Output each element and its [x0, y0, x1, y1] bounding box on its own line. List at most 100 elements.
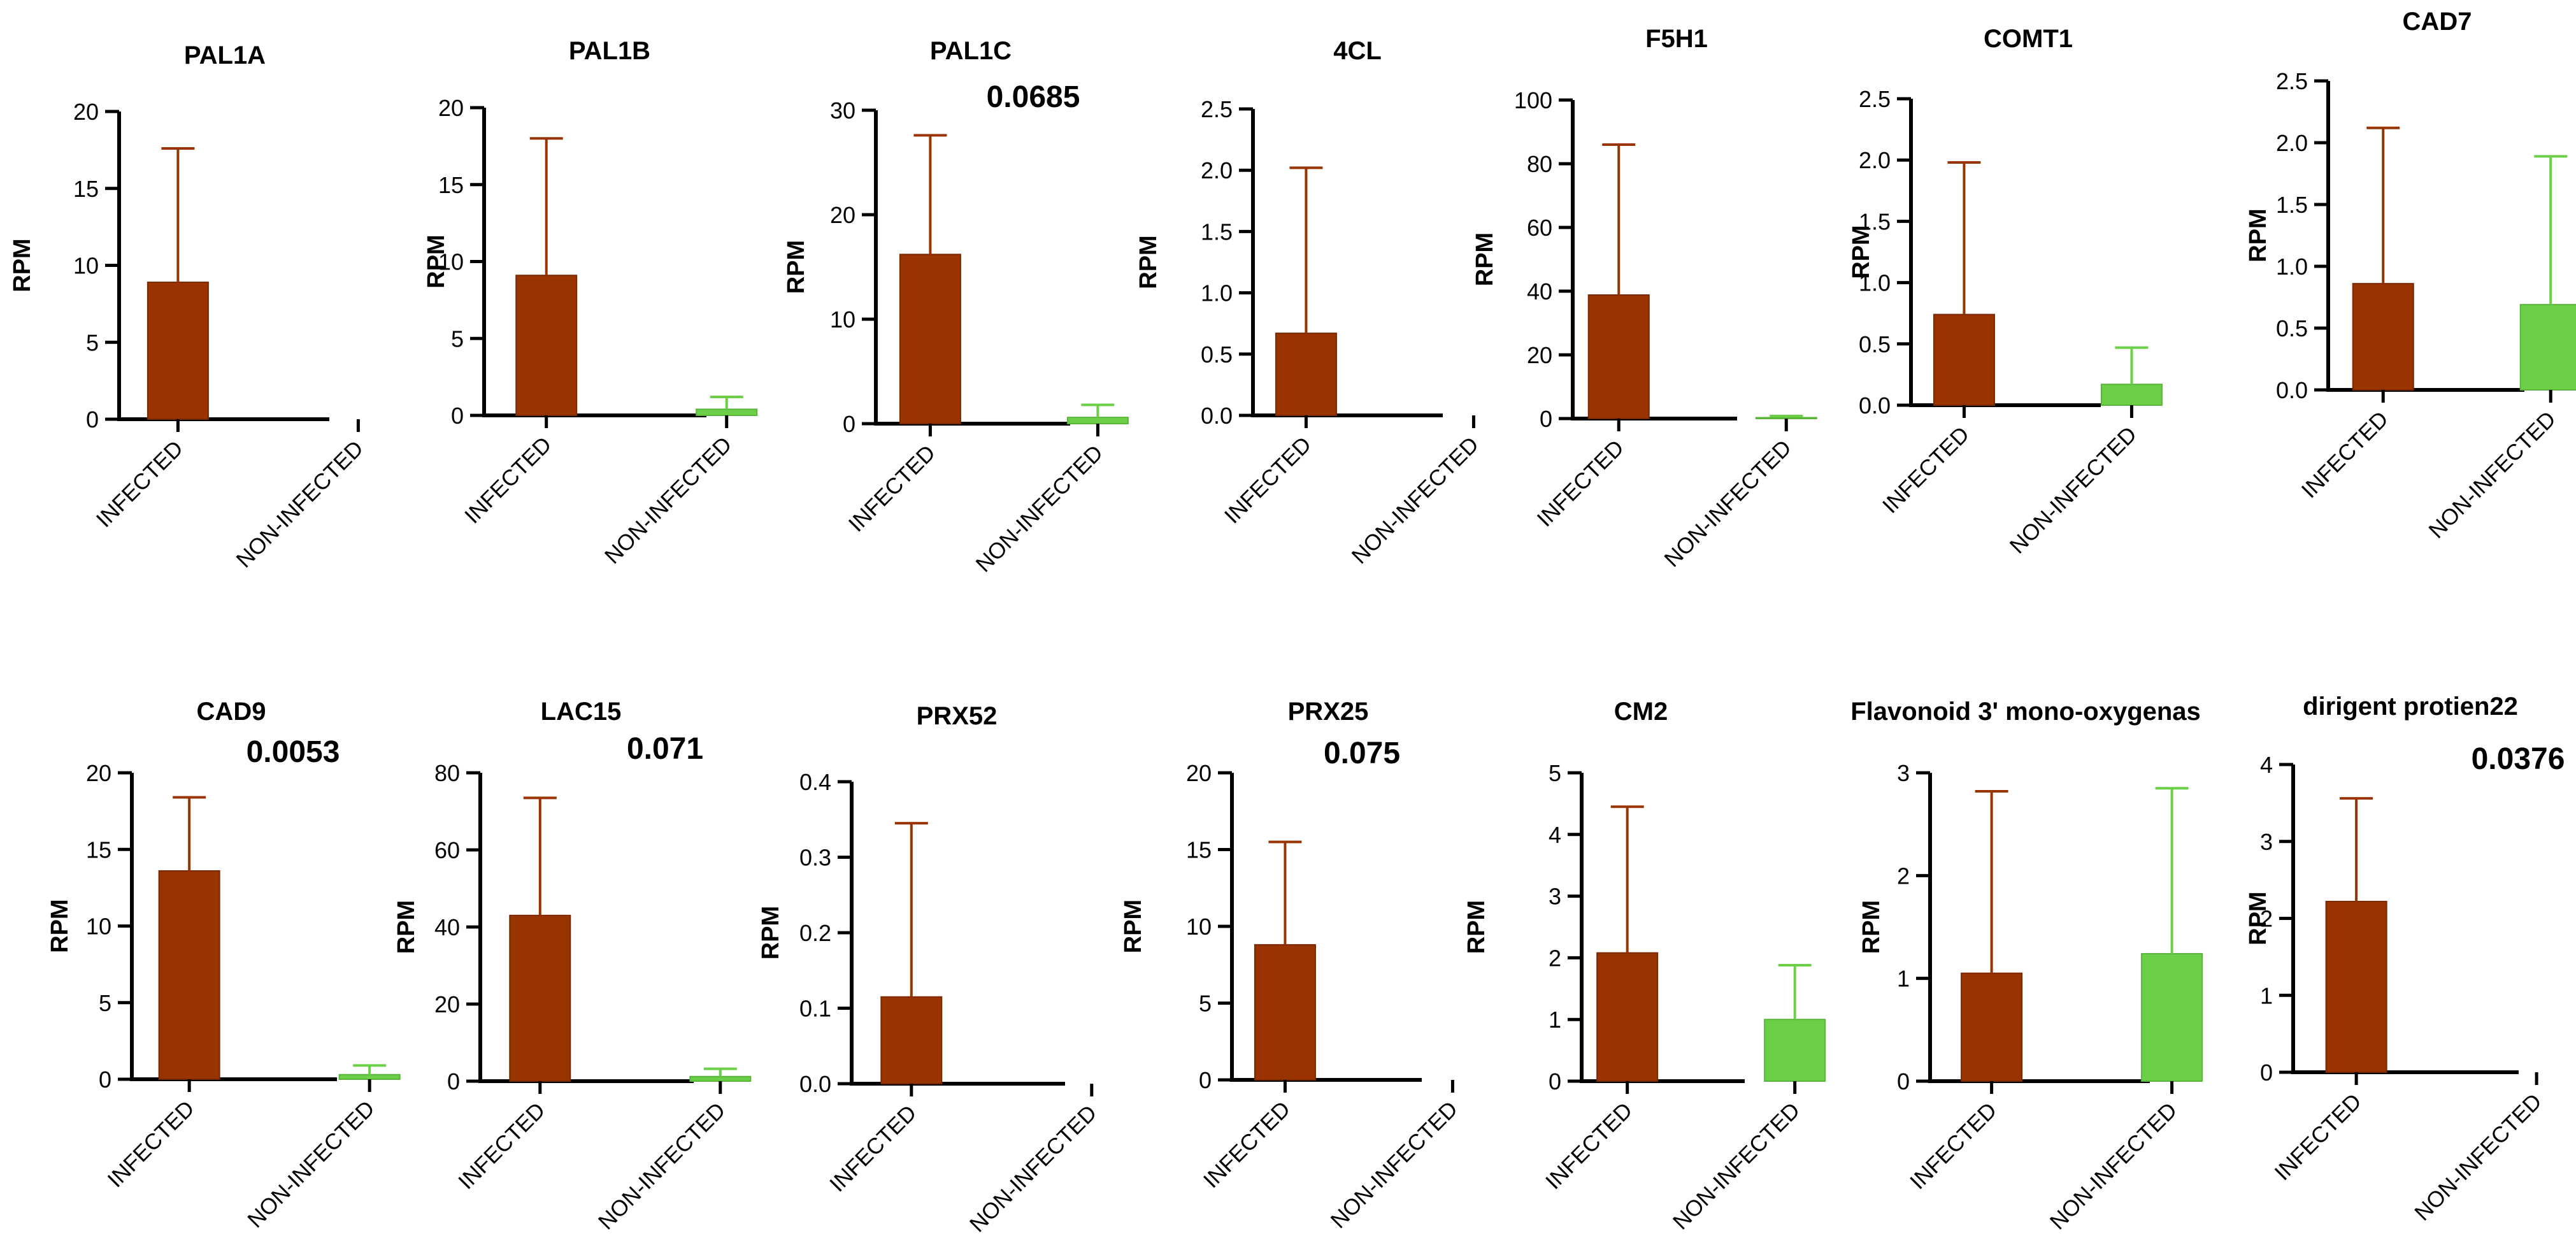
- bar-infected: [515, 275, 578, 416]
- y-tick-label: 0: [1549, 1068, 1561, 1095]
- y-tick-label: 1: [2260, 982, 2273, 1009]
- bar-infected: [147, 282, 209, 420]
- y-axis-label: RPM: [423, 234, 450, 288]
- y-tick-label: 2.0: [1859, 147, 1891, 173]
- y-tick-label: 20: [438, 95, 464, 121]
- y-tick-label: 0: [86, 406, 99, 433]
- y-axis-label: RPM: [1848, 225, 1875, 278]
- chart-panel: CAD9 0.0053 RPM 0 5 10 15 20 INFECTED NON-INFECTE…: [47, 698, 401, 1233]
- y-tick-label: 1.5: [1859, 208, 1891, 234]
- y-tick-label: 1.0: [1201, 280, 1233, 306]
- y-tick-label: 0.5: [1201, 341, 1233, 368]
- y-tick-label: 0.0: [799, 1071, 831, 1097]
- x-tick-label: INFECTED: [825, 1100, 921, 1196]
- x-tick-label: NON-INFECTED: [243, 1096, 380, 1233]
- y-tick-label: 30: [830, 97, 855, 124]
- chart-panel: PAL1C 0.0685 RPM 0 10 20 30 INFECTED NON-INFECTE…: [783, 37, 1129, 577]
- bar-non-infected: [1755, 417, 1817, 419]
- chart-title: CM2: [1614, 698, 1668, 726]
- bar-infected: [1933, 313, 1995, 406]
- y-tick-label: 4: [1549, 822, 1561, 848]
- y-axis-label: RPM: [9, 238, 36, 292]
- y-tick-label: 80: [434, 760, 460, 786]
- y-tick-label: 0.5: [2276, 315, 2308, 341]
- x-tick-label: NON-INFECTED: [2045, 1098, 2182, 1235]
- y-tick-label: 0: [1540, 406, 1552, 432]
- x-tick-label: NON-INFECTED: [1347, 432, 1484, 569]
- chart-panel: PAL1A RPM 0 5 10 15 20 INFECTED NON-INFECTED: [9, 41, 368, 573]
- y-tick-label: 10: [1186, 914, 1212, 940]
- y-tick-label: 5: [99, 990, 111, 1016]
- y-tick-label: 10: [73, 253, 99, 279]
- y-tick-label: 2: [1897, 863, 1910, 889]
- y-tick-label: 40: [434, 914, 460, 940]
- y-tick-label: 2.5: [1859, 86, 1891, 112]
- y-tick-label: 0: [1897, 1068, 1910, 1095]
- bar-non-infected: [696, 408, 758, 417]
- y-tick-label: 2: [1549, 945, 1561, 971]
- chart-panel: PRX52 RPM 0.0 0.1 0.2 0.3 0.4 INFECTED NON-INFEC…: [757, 702, 1101, 1237]
- x-tick-label: INFECTED: [460, 432, 556, 528]
- y-tick-label: 4: [2260, 752, 2273, 778]
- bar-non-infected: [2141, 952, 2203, 1082]
- y-tick-label: 60: [1527, 215, 1552, 241]
- y-tick-label: 2.0: [1201, 157, 1233, 183]
- y-tick-label: 5: [1549, 760, 1561, 786]
- y-tick-label: 0.0: [2276, 377, 2308, 403]
- p-value-label: 0.075: [1324, 736, 1400, 770]
- x-tick-label: INFECTED: [1905, 1098, 2001, 1194]
- x-tick-label: INFECTED: [92, 436, 188, 532]
- x-tick-label: NON-INFECTED: [1326, 1096, 1463, 1233]
- bar-infected: [158, 870, 220, 1081]
- y-tick-label: 0: [451, 403, 464, 429]
- bar-infected: [1254, 944, 1316, 1081]
- y-tick-label: 1.5: [1201, 219, 1233, 245]
- y-tick-label: 0.1: [799, 996, 831, 1022]
- bar-non-infected: [338, 1074, 401, 1081]
- y-axis-label: RPM: [393, 900, 420, 954]
- bar-non-infected: [2519, 304, 2576, 391]
- x-tick-label: NON-INFECTED: [231, 436, 368, 573]
- bar-infected: [509, 914, 571, 1082]
- x-tick-label: NON-INFECTED: [1659, 435, 1796, 572]
- y-tick-label: 10: [438, 249, 464, 275]
- y-axis-label: RPM: [757, 906, 784, 959]
- bar-infected: [899, 254, 961, 424]
- x-tick-label: NON-INFECTED: [594, 1098, 731, 1235]
- chart-panel: 4CL RPM 0.0 0.5 1.0 1.5 2.0 2.5 INFECTED NON-INFE…: [1135, 37, 1484, 569]
- chart-title: CAD9: [197, 698, 266, 726]
- y-tick-label: 1.0: [1859, 270, 1891, 296]
- y-tick-label: 60: [434, 837, 460, 863]
- p-value-label: 0.071: [627, 732, 703, 766]
- y-tick-label: 20: [434, 991, 460, 1017]
- x-tick-label: NON-INFECTED: [600, 432, 737, 569]
- y-tick-label: 10: [86, 914, 111, 940]
- bar-non-infected: [1764, 1019, 1826, 1082]
- y-tick-label: 0.5: [1859, 331, 1891, 357]
- chart-title: PAL1B: [569, 37, 650, 65]
- y-tick-label: 0.3: [799, 845, 831, 871]
- y-axis-label: RPM: [1471, 233, 1498, 286]
- y-tick-label: 0: [1199, 1067, 1212, 1093]
- y-tick-label: 1: [1897, 966, 1910, 992]
- chart-panel: CM2 RPM 0 1 2 3 4 5 INFECTED NON-INFECTED: [1463, 698, 1826, 1235]
- chart-title: dirigent protien22: [2303, 693, 2518, 721]
- p-value-label: 0.0376: [2472, 742, 2565, 776]
- y-axis-label: RPM: [783, 240, 810, 294]
- y-tick-label: 20: [830, 202, 855, 228]
- bar-infected: [880, 996, 943, 1084]
- y-tick-label: 1.5: [2276, 192, 2308, 218]
- y-tick-label: 15: [86, 837, 111, 863]
- y-tick-label: 2.5: [2276, 68, 2308, 94]
- chart-panel: PRX25 0.075 RPM 0 5 10 15 20 INFECTED NON-INFECTE…: [1120, 698, 1463, 1233]
- y-tick-label: 20: [73, 99, 99, 125]
- y-tick-label: 40: [1527, 278, 1552, 305]
- y-axis-label: RPM: [2245, 208, 2272, 262]
- y-tick-label: 100: [1514, 87, 1552, 113]
- y-tick-label: 15: [438, 172, 464, 198]
- bar-non-infected: [2100, 384, 2163, 406]
- chart-title: LAC15: [541, 698, 622, 726]
- chart-panel: F5H1 RPM 0 20 40 60 80 100 INFECTED NON-INFECTED: [1471, 25, 1817, 572]
